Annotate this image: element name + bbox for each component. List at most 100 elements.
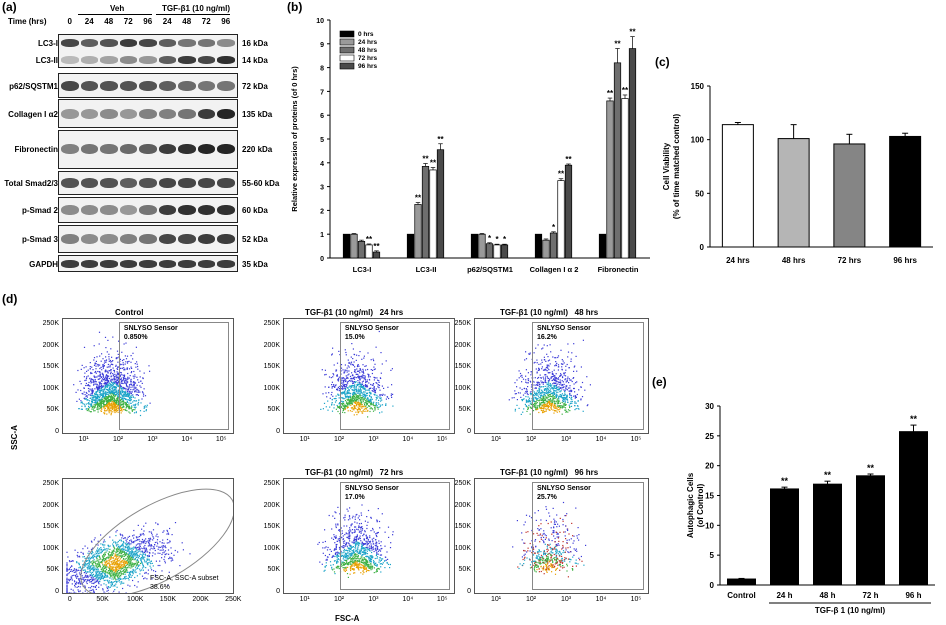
flow-dot [166,553,168,555]
flow-dot [132,358,134,360]
flow-dot [101,575,103,577]
flow-dot [117,361,119,363]
flow-dot [542,410,544,412]
flow-dot [559,379,561,381]
flow-dot [106,404,108,406]
flow-dot [363,375,365,377]
flow-dot [117,353,119,355]
flow-dot [117,405,119,407]
flow-dot [115,579,117,581]
flow-dot [94,393,96,396]
flow-dot [75,391,77,393]
flow-dot [120,403,122,405]
flow-dot [76,581,78,583]
flow-dot [543,401,545,403]
flow-dot [119,385,121,387]
blot-band [139,109,157,119]
flow-dot [538,367,540,369]
flow-dot [335,395,337,397]
flow-dot [92,389,94,392]
flow-dot [111,379,113,381]
flow-dot [104,558,107,560]
flow-dot [344,405,346,407]
flow-dot [78,563,80,565]
flow-dot [330,377,332,379]
flow-dot [117,377,119,379]
flow-dot [80,583,82,585]
flow-dot [127,393,129,396]
blot-band [80,81,98,91]
flow-dot [359,372,361,374]
flow-dot [351,386,353,388]
flow-dot [535,400,538,402]
time-tick: 48 [182,17,192,26]
flow-dot [134,405,136,407]
flow-dot [127,563,129,566]
flow-dot [552,356,554,358]
flow-dot [365,392,368,394]
flow-dot [548,372,550,374]
flow-dot [331,402,333,404]
flow-y-tick: 100K [454,384,471,392]
flow-dot [555,397,557,399]
flow-dot [94,404,97,406]
flow-dot [91,393,93,395]
flow-x-tick: 10⁴ [595,436,607,443]
flow-dot [139,553,141,555]
flow-dot [91,557,93,559]
flow-dot [337,410,339,413]
flow-dot [123,367,125,369]
flow-dot [122,403,124,405]
flow-dot [576,405,579,407]
flow-dot [366,381,368,383]
flow-dot [370,404,372,406]
flow-dot [544,381,546,383]
flow-dot [372,403,374,405]
flow-dot [364,397,366,400]
flow-dot [128,574,130,576]
flow-dot [369,387,371,389]
flow-dot [102,367,104,369]
x-tick-label: 72 hrs [838,256,862,265]
blot-row-label: Total Smad2/3 [4,179,58,188]
flow-dot [359,402,361,405]
legend-swatch [339,62,355,70]
flow-dot [101,372,103,374]
flow-dot [121,410,123,412]
flow-dot [146,541,148,543]
flow-dot [137,564,139,566]
flow-dot [107,573,109,575]
flow-dot [136,546,138,549]
flow-gate [118,322,229,430]
flow-dot [78,408,80,410]
flow-dot [537,344,539,346]
flow-dot [535,384,537,386]
flow-dot [367,409,369,411]
flow-dot [149,370,151,372]
flow-dot [103,566,105,568]
flow-dot [372,410,375,412]
flow-dot [143,530,145,532]
flow-dot [123,558,125,560]
flow-dot [142,377,144,379]
flow-dot [119,549,121,551]
flow-dot [120,401,122,403]
flow-dot [85,382,87,384]
flow-dot [104,398,106,400]
flow-dot [106,404,108,406]
flow-dot [110,575,112,577]
flow-dot [567,376,569,378]
flow-dot [552,387,554,389]
flow-dot [108,404,110,406]
flow-dot [92,571,94,573]
flow-dot [86,574,88,577]
flow-dot [151,534,153,536]
y-tick-label: 10 [316,18,324,25]
flow-dot [360,397,362,399]
flow-dot [126,380,128,382]
flow-dot [113,571,115,573]
flow-dot [349,400,351,402]
flow-dot [121,582,123,584]
flow-dot [514,382,516,384]
flow-dot [332,376,334,378]
